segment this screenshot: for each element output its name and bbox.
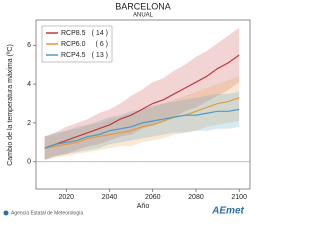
y-tick-label: 2 <box>27 120 31 127</box>
chart-title: BARCELONA <box>115 1 171 11</box>
series-line <box>44 97 240 149</box>
range-band <box>44 91 240 160</box>
legend-count: ( 6 ) <box>96 41 108 48</box>
y-tick-label: 4 <box>27 81 31 88</box>
agency-icon <box>3 210 9 216</box>
chart: BARCELONA ANUAL Cambio de la temperatura… <box>3 1 251 217</box>
y-axis-label: Cambio de la temperatura máxima (ºC) <box>7 44 14 166</box>
x-tick-label: 2080 <box>188 194 204 201</box>
footer-agency: Agencia Estatal de Meteorología <box>11 210 83 216</box>
legend-label: RCP6.0 <box>61 41 86 48</box>
x-tick-label: 2040 <box>102 194 118 201</box>
legend-count: ( 14 ) <box>92 30 108 37</box>
legend-label: RCP8.5 <box>61 30 86 37</box>
x-tick-label: 2100 <box>231 194 247 201</box>
legend-label: RCP4.5 <box>61 52 86 59</box>
x-tick-label: 2020 <box>58 194 74 201</box>
x-tick-label: 2060 <box>145 194 161 201</box>
y-tick-label: 0 <box>27 159 31 166</box>
chart-subtitle: ANUAL <box>133 13 154 19</box>
y-tick-label: 6 <box>27 42 31 49</box>
range-band <box>44 76 240 160</box>
series-line <box>44 108 240 149</box>
x-axis-label: Año <box>137 203 150 210</box>
range-band <box>44 27 240 160</box>
series-line <box>44 54 240 149</box>
legend-count: ( 13 ) <box>92 52 108 59</box>
footer-logo: AEmet <box>211 206 244 217</box>
